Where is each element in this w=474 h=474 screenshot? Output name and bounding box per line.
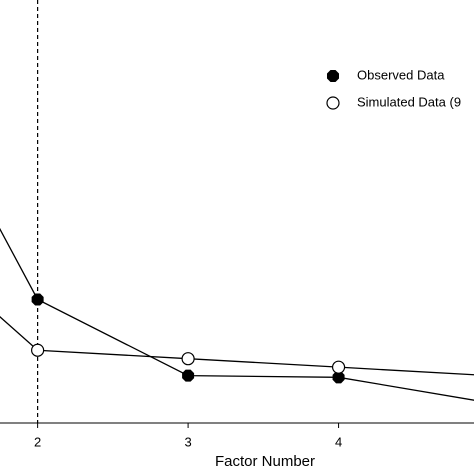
point — [181, 352, 195, 366]
x-tick-label: 3 — [184, 434, 191, 449]
x-tick-label: 4 — [335, 434, 342, 449]
point — [182, 369, 195, 382]
point — [331, 360, 346, 374]
series-line — [0, 315, 474, 376]
x-tick-label: 2 — [34, 434, 41, 449]
x-axis-label: Factor Number — [215, 453, 315, 470]
point — [31, 343, 45, 357]
plot-area — [0, 0, 474, 423]
point — [332, 371, 345, 384]
legend-marker — [326, 96, 340, 110]
legend-label: Simulated Data (9 — [357, 94, 461, 109]
legend-label: Observed Data — [357, 67, 445, 82]
legend-marker — [326, 69, 340, 83]
point — [31, 293, 44, 306]
